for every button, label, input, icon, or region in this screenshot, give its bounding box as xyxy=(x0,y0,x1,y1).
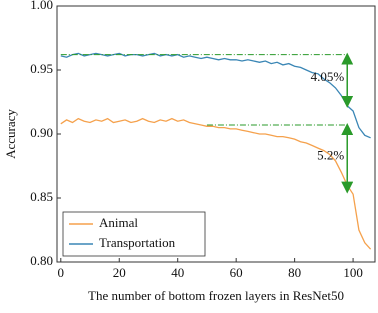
legend-label: Animal xyxy=(99,215,138,230)
x-tick-label: 60 xyxy=(230,265,243,280)
y-tick-label: 0.90 xyxy=(30,125,53,140)
x-tick-label: 20 xyxy=(113,265,126,280)
x-axis-label: The number of bottom frozen layers in Re… xyxy=(88,288,344,303)
x-tick-label: 40 xyxy=(171,265,184,280)
series-line xyxy=(60,117,372,250)
y-tick-label: 0.80 xyxy=(30,253,53,268)
series-line xyxy=(60,52,371,139)
annotation-label: 4.05% xyxy=(311,69,345,84)
y-tick-label: 0.85 xyxy=(30,189,53,204)
y-axis-label: Accuracy xyxy=(3,109,18,159)
legend-label: Transportation xyxy=(99,235,176,250)
y-tick-label: 1.00 xyxy=(30,0,53,12)
y-tick-label: 0.95 xyxy=(30,61,53,76)
x-tick-label: 100 xyxy=(343,265,363,280)
legend-box xyxy=(62,211,206,257)
annotation-label: 5.2% xyxy=(317,147,344,162)
x-tick-label: 80 xyxy=(288,265,301,280)
plot-frame xyxy=(56,5,376,263)
x-tick-label: 0 xyxy=(58,265,65,280)
